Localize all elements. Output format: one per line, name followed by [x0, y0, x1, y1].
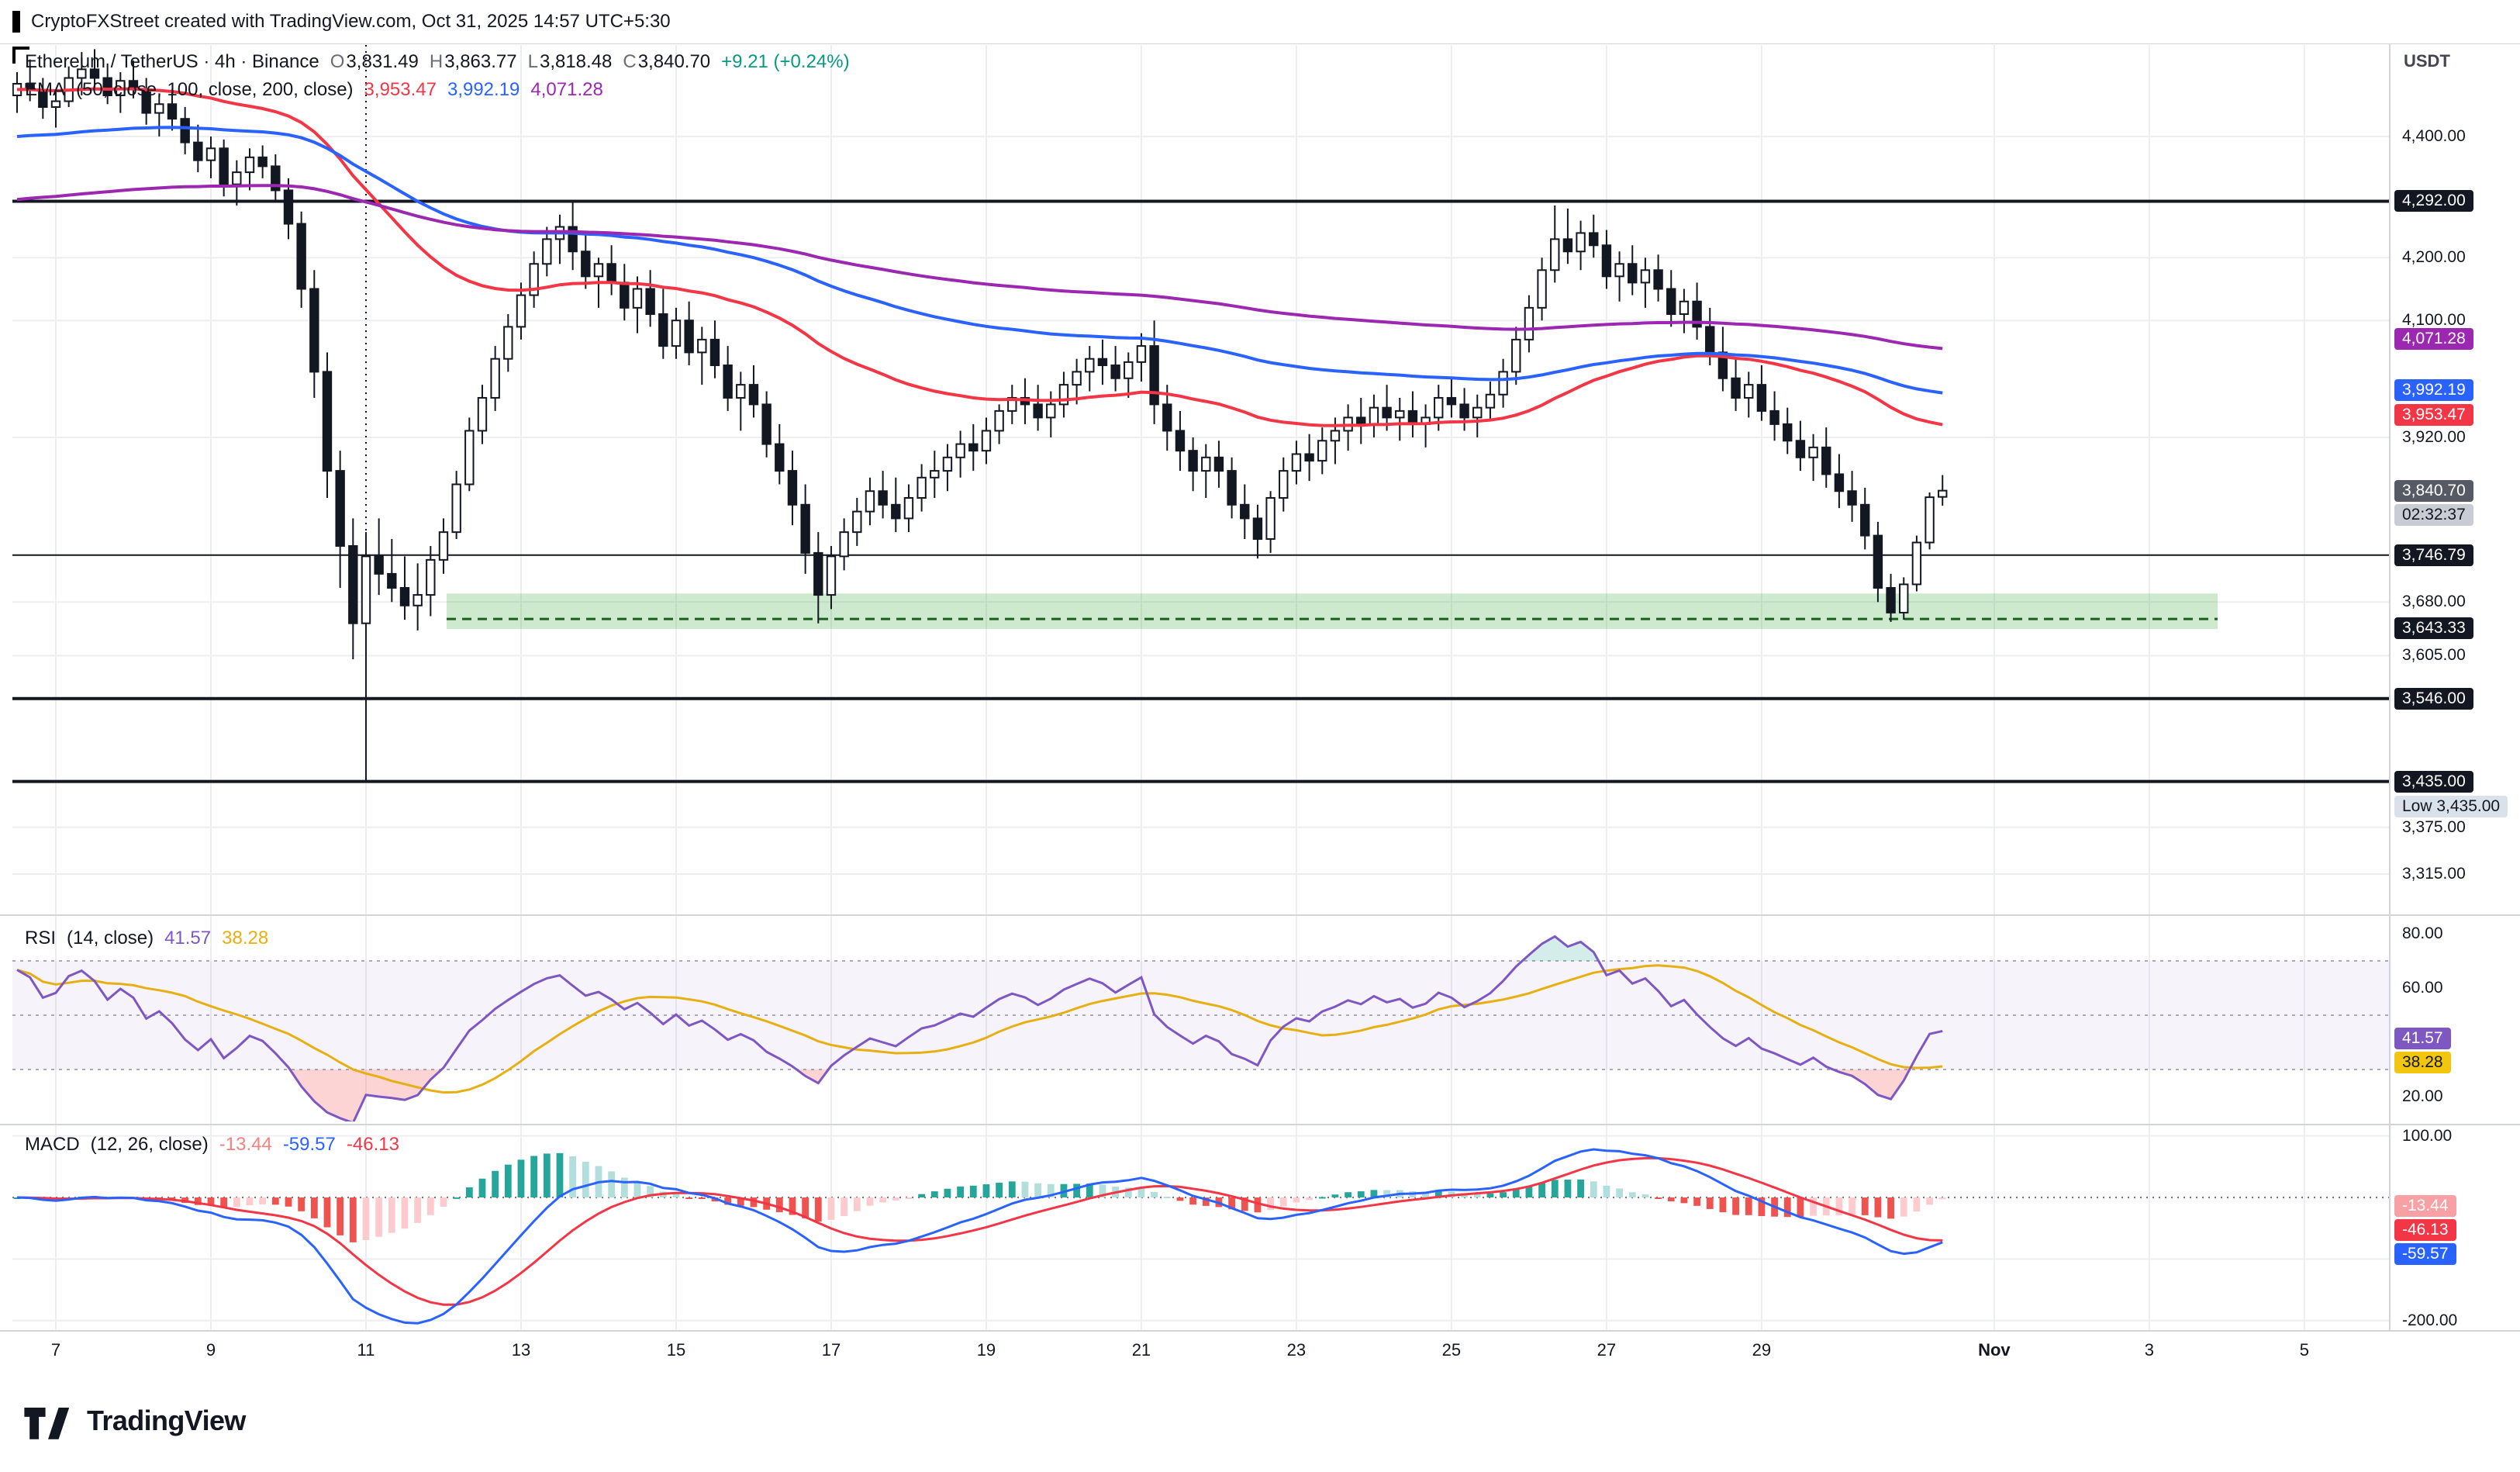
symbol-legend[interactable]: Ethereum / TetherUS · 4h · Binance O 3,83…: [25, 51, 850, 73]
attribution-bar: CryptoFXStreet created with TradingView.…: [0, 0, 2520, 43]
change-value: +9.21 (+0.24%): [721, 51, 850, 72]
rsi-ma-value: 38.28: [222, 928, 269, 949]
macd-legend[interactable]: MACD (12, 26, close) -13.44 -59.57 -46.1…: [25, 1134, 399, 1156]
ema200-value: 4,071.28: [530, 79, 603, 100]
macd-pane[interactable]: [12, 1148, 2390, 1325]
rsi-legend[interactable]: RSI (14, close) 41.57 38.28: [25, 928, 268, 949]
ema100-value: 3,992.19: [447, 79, 520, 100]
ema50-value: 3,953.47: [364, 79, 437, 100]
low-value: L 3,818.48: [527, 51, 613, 72]
pane-separators: [0, 43, 2520, 1332]
attribution-text: CryptoFXStreet created with TradingView.…: [31, 11, 671, 32]
rsi-pane[interactable]: [12, 935, 2390, 1122]
ema-50-line[interactable]: [17, 87, 1943, 427]
price-pane[interactable]: [12, 45, 2390, 783]
tradingview-wordmark: TradingView: [87, 1405, 246, 1436]
macd-line-value: -59.57: [282, 1134, 336, 1155]
ema-params: (50, close, 100, close, 200, close): [76, 79, 354, 100]
rsi-overbought-fill: [17, 936, 1943, 961]
rsi-line: [16, 935, 1943, 1121]
rsi-ma-line: [16, 964, 1943, 1094]
tradingview-logo[interactable]: TradingView: [22, 1401, 246, 1441]
macd-params: (12, 26, close): [90, 1134, 209, 1155]
candles-series[interactable]: [12, 49, 1948, 782]
frame-mark: [12, 11, 20, 33]
rsi-oversold-fill: [17, 1069, 1943, 1121]
rsi-title: RSI: [25, 928, 57, 949]
footer: TradingView: [0, 1379, 2520, 1472]
quote-currency-label: USDT: [2404, 51, 2450, 71]
close-value: C 3,840.70: [623, 51, 711, 72]
ema-200-line[interactable]: [16, 184, 1943, 351]
ema-100-line[interactable]: [16, 126, 1943, 395]
support-zone: [447, 593, 2218, 630]
symbol-title: Ethereum / TetherUS · 4h · Binance: [25, 51, 319, 72]
macd-title: MACD: [25, 1134, 80, 1155]
macd-line: [16, 1148, 1943, 1325]
rsi-value: 41.57: [164, 928, 212, 949]
ema-legend[interactable]: EMA (50, close, 100, close, 200, close) …: [25, 79, 603, 101]
chart-canvas[interactable]: [0, 0, 2520, 1380]
macd-signal-value: -46.13: [346, 1134, 399, 1155]
pane-corner-mark: [12, 47, 29, 64]
tradingview-logo-icon: [24, 1408, 70, 1439]
macd-signal-line: [16, 1156, 1943, 1306]
ema-title: EMA: [25, 79, 66, 100]
rsi-params: (14, close): [67, 928, 154, 949]
open-value: O 3,831.49: [330, 51, 419, 72]
macd-hist-value: -13.44: [219, 1134, 272, 1155]
high-value: H 3,863.77: [429, 51, 517, 72]
